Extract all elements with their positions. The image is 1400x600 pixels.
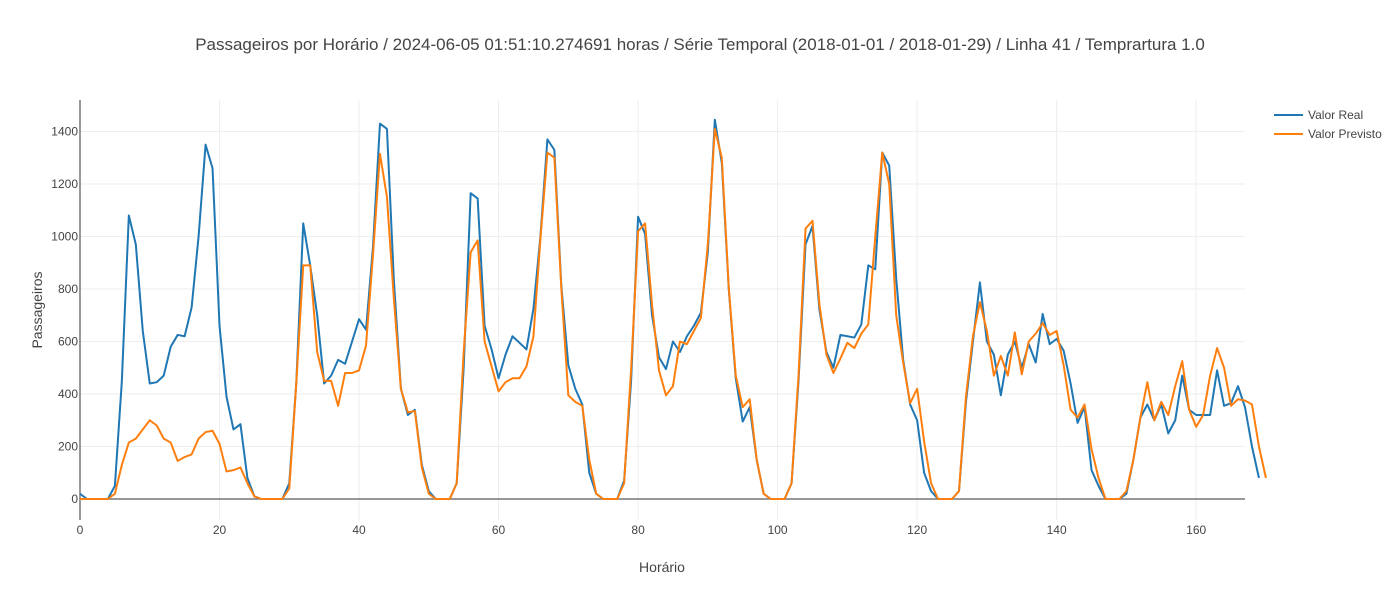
y-tick-label: 1200 — [51, 177, 78, 191]
x-tick-label: 100 — [768, 523, 788, 537]
legend-item[interactable]: Valor Previsto — [1274, 127, 1382, 141]
series-line-valor-real — [79, 118, 1260, 500]
series-line-valor-previsto — [80, 127, 1267, 500]
x-tick-label: 20 — [213, 523, 227, 537]
y-tick-label: 200 — [58, 440, 78, 454]
chart-title: Passageiros por Horário / 2024-06-05 01:… — [195, 35, 1205, 54]
y-tick-label: 0 — [71, 492, 78, 506]
y-axis-title: Passageiros — [29, 271, 45, 348]
x-tick-label: 160 — [1186, 523, 1206, 537]
x-axis-title: Horário — [639, 559, 685, 575]
legend-label: Valor Real — [1308, 108, 1363, 122]
legend-label: Valor Previsto — [1308, 127, 1382, 141]
y-tick-label: 600 — [58, 335, 78, 349]
y-tick-label: 1400 — [51, 125, 78, 139]
x-tick-label: 60 — [492, 523, 506, 537]
y-tick-label: 800 — [58, 282, 78, 296]
legend[interactable]: Valor Real Valor Previsto — [1274, 108, 1382, 141]
x-tick-label: 0 — [77, 523, 84, 537]
y-tick-label: 1000 — [51, 230, 78, 244]
x-tick-label: 120 — [907, 523, 927, 537]
series-lines — [79, 118, 1267, 500]
legend-item[interactable]: Valor Real — [1274, 108, 1363, 122]
x-tick-label: 140 — [1047, 523, 1067, 537]
y-tick-label: 400 — [58, 387, 78, 401]
x-tick-label: 80 — [631, 523, 645, 537]
grid — [80, 100, 1245, 520]
x-tick-label: 40 — [352, 523, 366, 537]
